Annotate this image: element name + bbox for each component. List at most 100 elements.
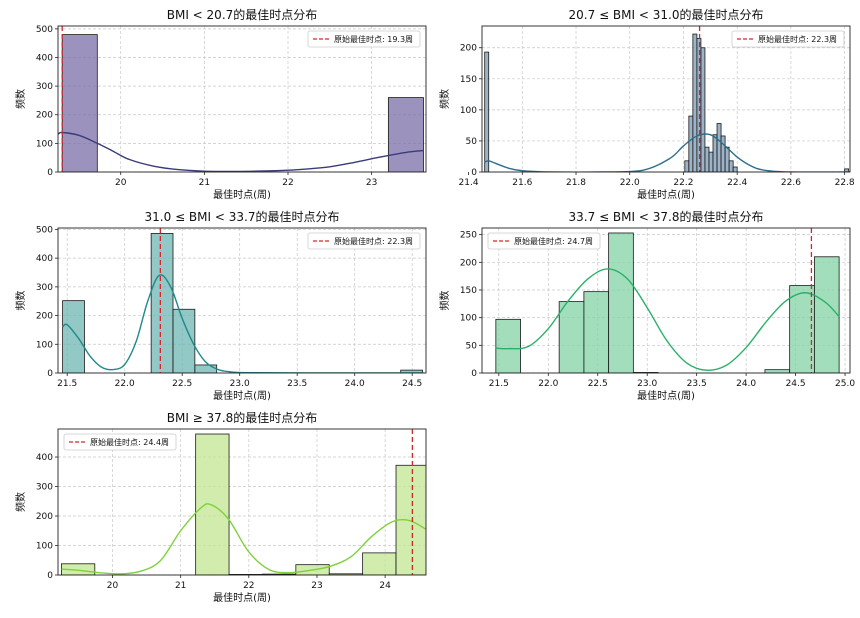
y-tick-label: 150 — [460, 75, 477, 85]
histogram-bar — [789, 285, 815, 373]
legend: 原始最佳时点: 22.3周 — [307, 232, 421, 250]
y-tick-label: 400 — [36, 53, 53, 63]
x-tick-label: 21.4 — [459, 178, 479, 188]
x-tick-label: 21.5 — [489, 379, 509, 389]
y-tick-label: 500 — [36, 225, 53, 235]
kde-curve — [58, 131, 424, 172]
x-tick-label: 24.5 — [402, 379, 422, 389]
x-axis-label: 最佳时点(周) — [637, 389, 695, 402]
y-axis-label: 频数 — [14, 291, 27, 311]
x-axis-label: 最佳时点(周) — [637, 188, 695, 201]
axes-frame — [57, 227, 427, 374]
x-tick-label: 24 — [379, 581, 391, 591]
y-tick-label: 100 — [36, 139, 53, 149]
histogram-bar — [696, 38, 702, 172]
y-tick-label: 250 — [460, 231, 477, 241]
panel-title: 20.7 ≤ BMI < 31.0的最佳时点分布 — [569, 7, 764, 22]
panel-4: 21.5 22.0 22.5 23.0 23.5 24.0 24.5 25.0 0 50 100 15… — [438, 209, 855, 402]
y-tick-label: 100 — [460, 106, 477, 116]
plot-area — [495, 228, 840, 373]
x-tick-label: 21 — [199, 178, 210, 188]
y-tick-label: 100 — [36, 542, 53, 552]
legend-box — [63, 433, 177, 451]
y-tick-label: 50 — [466, 137, 478, 147]
x-tick-label: 24.5 — [786, 379, 806, 389]
histogram-bar — [387, 97, 424, 172]
y-tick-label: 200 — [460, 44, 477, 54]
x-tick-label: 23.5 — [687, 379, 707, 389]
histogram-bar — [558, 301, 585, 373]
x-axis-label: 最佳时点(周) — [213, 389, 271, 402]
grid-lines — [58, 26, 426, 173]
legend-box — [487, 232, 601, 250]
histogram-bar — [684, 160, 690, 172]
y-tick-label: 300 — [36, 483, 53, 493]
x-tick-label: 23 — [311, 581, 322, 591]
histogram-bar — [712, 134, 718, 172]
histogram-bar — [700, 47, 706, 172]
y-tick-label: 0 — [47, 168, 53, 178]
y-tick-label: 200 — [36, 312, 53, 322]
axes-frame — [57, 428, 427, 576]
y-tick-label: 0 — [47, 571, 53, 581]
y-tick-label: 400 — [36, 254, 53, 264]
kde-curve — [484, 133, 850, 172]
y-tick-label: 0 — [471, 168, 477, 178]
kde-curve — [495, 268, 840, 371]
x-tick-label: 20 — [115, 178, 127, 188]
x-tick-label: 22.4 — [727, 178, 747, 188]
histogram-bar — [400, 369, 423, 373]
plot-area — [484, 26, 850, 172]
y-tick-label: 200 — [36, 512, 53, 522]
kde-curve — [61, 503, 426, 575]
x-tick-label: 25.0 — [835, 379, 855, 389]
histogram-bar — [724, 146, 730, 172]
x-tick-label: 23 — [366, 178, 377, 188]
x-tick-label: 22.0 — [538, 379, 558, 389]
histogram-bar — [764, 369, 791, 373]
x-tick-label: 21 — [175, 581, 186, 591]
y-tick-label: 100 — [36, 340, 53, 350]
legend: 原始最佳时点: 24.4周 — [63, 433, 177, 451]
x-tick-label: 24.0 — [345, 379, 365, 389]
grid-lines — [58, 228, 426, 374]
x-tick-label: 23.5 — [287, 379, 307, 389]
y-tick-label: 50 — [466, 341, 478, 351]
panel-5: 20 21 22 23 24 0 100 200 300 400 BMI ≥ 37.8的最佳时点分布… — [14, 410, 427, 604]
y-tick-label: 300 — [36, 283, 53, 293]
histogram-bar — [692, 33, 698, 172]
plot-area — [58, 26, 424, 172]
x-axis-label: 最佳时点(周) — [213, 591, 271, 604]
legend-box — [307, 232, 421, 250]
legend-box — [307, 30, 421, 48]
x-axis-label: 最佳时点(周) — [213, 188, 271, 201]
histogram-bar — [708, 151, 714, 172]
legend-label: 原始最佳时点: 24.7周 — [514, 236, 593, 246]
x-tick-label: 22.2 — [673, 178, 693, 188]
x-tick-label: 21.5 — [57, 379, 77, 389]
y-tick-label: 200 — [36, 111, 53, 121]
panel-2: 21.4 21.6 21.8 22.0 22.2 22.4 22.6 22.8 0 50 100 15… — [438, 7, 855, 201]
histogram-bar — [150, 233, 174, 373]
panel-1: 20 21 22 23 0 100 200 300 400 500 BMI < 20.7的最佳时点分… — [14, 7, 427, 201]
histogram-bar — [62, 300, 85, 373]
histogram-bar — [495, 318, 521, 373]
grid-lines — [482, 26, 850, 173]
histogram-bar — [61, 34, 98, 172]
x-tick-label: 23.0 — [230, 379, 250, 389]
axes-frame — [481, 25, 851, 173]
panel-title: BMI < 20.7的最佳时点分布 — [167, 7, 318, 22]
x-tick-label: 21.6 — [512, 178, 532, 188]
y-axis-label: 频数 — [14, 89, 27, 109]
legend-label: 原始最佳时点: 19.3周 — [334, 34, 413, 44]
histogram-bar — [728, 160, 734, 172]
x-tick-label: 23.0 — [637, 379, 657, 389]
histogram-bar — [813, 256, 840, 373]
y-tick-label: 200 — [460, 258, 477, 268]
legend-label: 原始最佳时点: 24.4周 — [90, 437, 169, 447]
x-tick-label: 22 — [243, 581, 254, 591]
y-axis-label: 频数 — [438, 89, 451, 109]
x-tick-label: 22.0 — [115, 379, 135, 389]
